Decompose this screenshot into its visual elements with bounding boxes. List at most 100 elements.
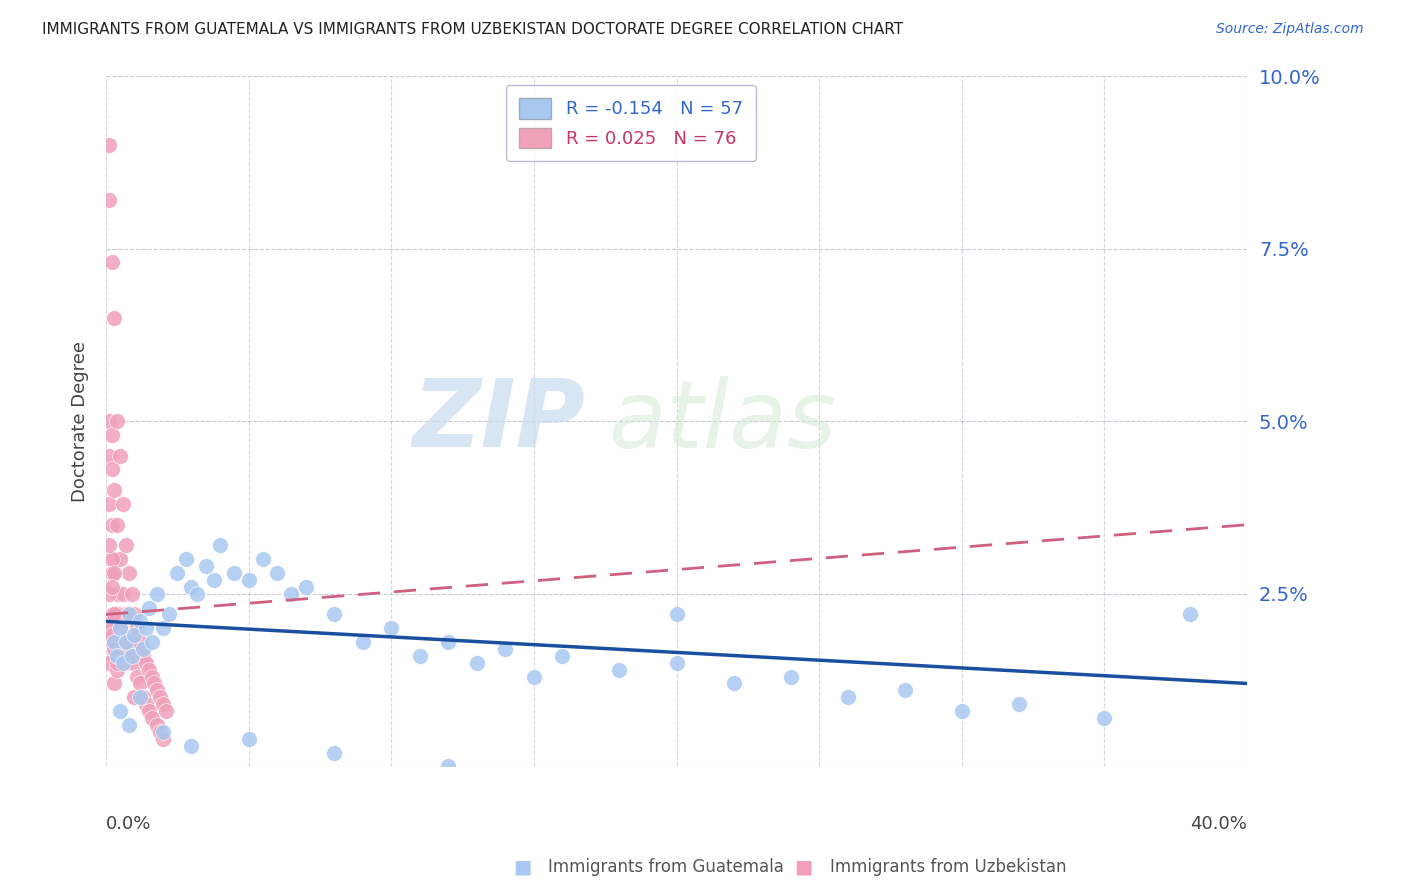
Point [157,607,180,622]
Point [208,538,231,552]
Point [100,552,122,566]
Point [108,449,131,463]
Point [129,690,152,705]
Point [138,704,160,718]
Point [294,580,316,594]
Text: 0.0%: 0.0% [105,814,152,832]
Point [105,414,128,428]
Point [97,656,120,670]
Point [127,670,149,684]
Point [100,607,122,622]
Point [129,635,152,649]
Point [132,642,155,657]
Point [103,635,125,649]
Point [100,428,122,442]
Point [166,566,188,580]
Point [127,621,149,635]
Point [1178,607,1201,622]
Point [108,656,131,670]
Point [252,552,274,566]
Point [323,746,346,760]
Point [380,621,402,635]
Point [238,731,260,746]
Point [149,724,172,739]
Point [523,670,546,684]
Point [112,648,135,663]
Point [180,739,202,753]
Point [103,552,125,566]
Point [118,718,141,732]
Point [174,552,197,566]
Point [97,449,120,463]
Point [465,656,488,670]
Point [118,566,141,580]
Point [112,587,135,601]
Point [138,600,160,615]
Point [115,635,138,649]
Point [97,414,120,428]
Y-axis label: Doctorate Degree: Doctorate Degree [72,341,89,501]
Point [155,704,177,718]
Point [1008,697,1031,711]
Point [266,566,288,580]
Point [551,648,574,663]
Point [105,656,128,670]
Point [194,559,217,574]
Point [141,711,163,725]
Point [103,676,125,690]
Point [224,566,246,580]
Point [609,663,631,677]
Point [135,656,157,670]
Point [108,607,131,622]
Point [118,635,141,649]
Text: Immigrants from Guatemala: Immigrants from Guatemala [548,858,785,876]
Text: Source: ZipAtlas.com: Source: ZipAtlas.com [1216,22,1364,37]
Point [665,607,688,622]
Point [103,635,125,649]
Point [105,607,128,622]
Point [494,642,516,657]
Text: ZIP: ZIP [412,376,585,467]
Point [437,635,460,649]
Point [665,656,688,670]
Point [149,690,172,705]
Point [180,580,202,594]
Point [186,587,208,601]
Point [146,718,169,732]
Point [129,615,152,629]
Point [138,663,160,677]
Point [143,676,166,690]
Point [112,497,135,511]
Point [97,587,120,601]
Point [105,663,128,677]
Point [108,621,131,635]
Point [352,635,374,649]
Point [108,552,131,566]
Point [152,697,174,711]
Point [103,607,125,622]
Text: ■: ■ [513,857,531,877]
Point [97,538,120,552]
Point [409,648,432,663]
Point [1094,711,1116,725]
Point [105,587,128,601]
Point [121,648,143,663]
Legend: R = -0.154   N = 57, R = 0.025   N = 76: R = -0.154 N = 57, R = 0.025 N = 76 [506,85,755,161]
Point [103,642,125,657]
Point [132,690,155,705]
Point [437,759,460,773]
Text: Immigrants from Uzbekistan: Immigrants from Uzbekistan [830,858,1066,876]
Point [97,138,120,153]
Point [103,483,125,498]
Point [97,497,120,511]
Point [121,648,143,663]
Point [950,704,973,718]
Point [100,621,122,635]
Point [103,607,125,622]
Point [121,587,143,601]
Point [323,607,346,622]
Point [97,621,120,635]
Point [115,607,138,622]
Point [97,194,120,208]
Point [103,648,125,663]
